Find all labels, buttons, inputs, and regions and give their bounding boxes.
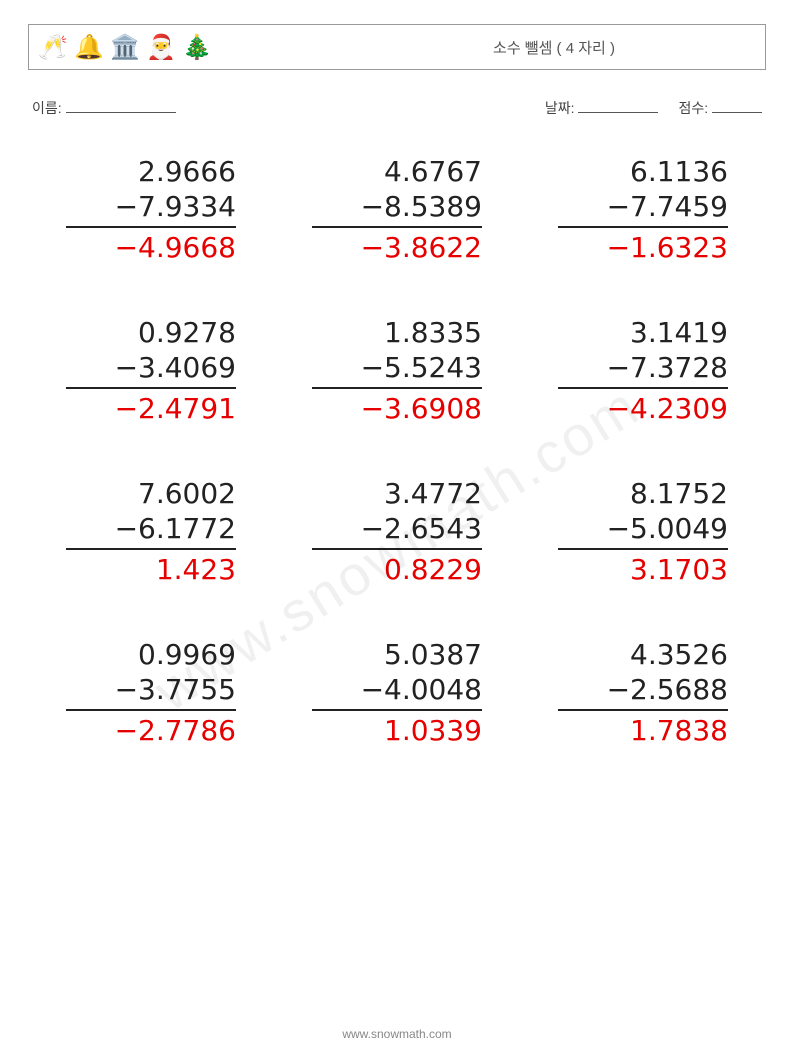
santa-hat-icon: 🎅	[147, 33, 175, 61]
name-blank[interactable]	[66, 99, 176, 113]
subtrahend: −7.3728	[558, 350, 728, 389]
minuend: 1.8335	[384, 315, 482, 350]
score-label: 점수:	[678, 100, 708, 116]
answer: −1.6323	[558, 228, 728, 265]
answer: −3.8622	[312, 228, 482, 265]
answer: −4.9668	[66, 228, 236, 265]
subtrahend: −5.5243	[312, 350, 482, 389]
date-label: 날짜:	[545, 100, 575, 116]
header-box: 🥂 🔔 🏛️ 🎅 🎄 소수 뺄셈 ( 4 자리 )	[28, 24, 766, 70]
answer: −4.2309	[558, 389, 728, 426]
minuend: 4.3526	[630, 637, 728, 672]
name-field: 이름:	[32, 98, 545, 118]
meta-row: 이름: 날짜: 점수:	[28, 98, 766, 118]
answer: 3.1703	[558, 550, 728, 587]
answer: 1.7838	[558, 711, 728, 748]
minuend: 5.0387	[384, 637, 482, 672]
worksheet-page: 🥂 🔔 🏛️ 🎅 🎄 소수 뺄셈 ( 4 자리 ) 이름: 날짜: 점수: ww…	[0, 0, 794, 1053]
problem: 3.1419−7.3728−4.2309	[558, 315, 728, 426]
subtrahend: −4.0048	[312, 672, 482, 711]
ornament-icon: 🔔	[75, 33, 103, 61]
answer: −3.6908	[312, 389, 482, 426]
problem: 0.9969−3.7755−2.7786	[66, 637, 236, 748]
minuend: 4.6767	[384, 154, 482, 189]
subtrahend: −5.0049	[558, 511, 728, 550]
answer: −2.4791	[66, 389, 236, 426]
subtrahend: −7.9334	[66, 189, 236, 228]
score-blank[interactable]	[712, 99, 762, 113]
date-blank[interactable]	[578, 99, 658, 113]
problem: 4.3526−2.56881.7838	[558, 637, 728, 748]
worksheet-title: 소수 뺄셈 ( 4 자리 )	[493, 37, 615, 58]
footer-url: www.snowmath.com	[0, 1027, 794, 1041]
minuend: 0.9969	[138, 637, 236, 672]
minuend: 8.1752	[630, 476, 728, 511]
building-icon: 🏛️	[111, 33, 139, 61]
subtrahend: −2.6543	[312, 511, 482, 550]
problems-grid: 2.9666−7.9334−4.9668 4.6767−8.5389−3.8622…	[28, 154, 766, 748]
answer: 0.8229	[312, 550, 482, 587]
minuend: 7.6002	[138, 476, 236, 511]
name-label: 이름:	[32, 100, 62, 116]
score-field: 점수:	[678, 98, 762, 118]
glasses-icon: 🥂	[39, 33, 67, 61]
problem: 8.1752−5.00493.1703	[558, 476, 728, 587]
date-field: 날짜:	[545, 98, 659, 118]
minuend: 2.9666	[138, 154, 236, 189]
problem: 3.4772−2.65430.8229	[312, 476, 482, 587]
minuend: 3.4772	[384, 476, 482, 511]
problem: 4.6767−8.5389−3.8622	[312, 154, 482, 265]
answer: 1.0339	[312, 711, 482, 748]
problem: 5.0387−4.00481.0339	[312, 637, 482, 748]
minuend: 3.1419	[630, 315, 728, 350]
subtrahend: −8.5389	[312, 189, 482, 228]
subtrahend: −3.7755	[66, 672, 236, 711]
tree-icon: 🎄	[183, 33, 211, 61]
subtrahend: −6.1772	[66, 511, 236, 550]
subtrahend: −2.5688	[558, 672, 728, 711]
minuend: 0.9278	[138, 315, 236, 350]
problem: 2.9666−7.9334−4.9668	[66, 154, 236, 265]
subtrahend: −3.4069	[66, 350, 236, 389]
problem: 7.6002−6.17721.423	[66, 476, 236, 587]
subtrahend: −7.7459	[558, 189, 728, 228]
problem: 6.1136−7.7459−1.6323	[558, 154, 728, 265]
problem: 1.8335−5.5243−3.6908	[312, 315, 482, 426]
answer: 1.423	[66, 550, 236, 587]
header-icons: 🥂 🔔 🏛️ 🎅 🎄	[39, 33, 211, 61]
answer: −2.7786	[66, 711, 236, 748]
problem: 0.9278−3.4069−2.4791	[66, 315, 236, 426]
minuend: 6.1136	[630, 154, 728, 189]
